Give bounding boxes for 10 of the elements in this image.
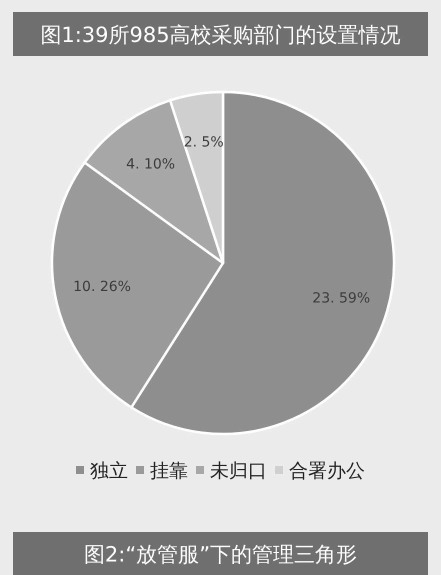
data-label: 23. 59% bbox=[312, 290, 370, 306]
caption: 图2:“放管服”下的管理三角形 bbox=[84, 542, 358, 566]
legend-label: 合署办公 bbox=[289, 460, 365, 482]
legend-label: 独立 bbox=[90, 460, 128, 482]
data-label: 10. 26% bbox=[73, 279, 131, 296]
data-label: 2. 5% bbox=[184, 134, 224, 150]
chart-title: 图1:39所985高校采购部门的设置情况 bbox=[40, 23, 401, 47]
legend-label: 挂靠 bbox=[150, 460, 188, 482]
data-label: 4. 10% bbox=[126, 156, 176, 172]
legend-label: 未归口 bbox=[210, 460, 267, 482]
